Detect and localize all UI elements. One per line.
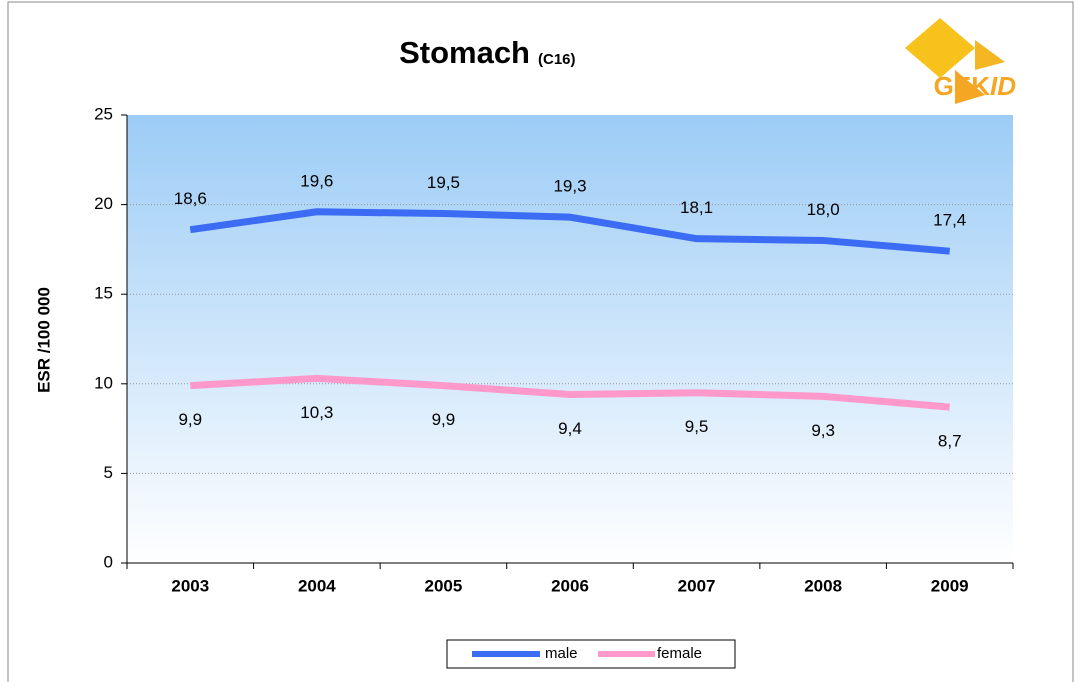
y-tick-label: 25 bbox=[94, 104, 113, 123]
chart-subtitle: (C16) bbox=[538, 51, 576, 68]
y-tick-label: 5 bbox=[104, 463, 113, 482]
x-tick-label: 2009 bbox=[931, 576, 969, 595]
data-label: 19,5 bbox=[427, 173, 460, 192]
logo-shape bbox=[955, 70, 985, 104]
x-tick-label: 2003 bbox=[171, 576, 209, 595]
x-tick-label: 2005 bbox=[425, 576, 463, 595]
data-label: 18,0 bbox=[807, 200, 840, 219]
data-label: 18,1 bbox=[680, 198, 713, 217]
series-line bbox=[190, 374, 951, 411]
legend-label: female bbox=[657, 645, 702, 662]
logo-text: GEK bbox=[934, 71, 991, 101]
logo-shape bbox=[905, 18, 975, 78]
plot-area bbox=[127, 115, 1013, 563]
x-tick-label: 2006 bbox=[551, 576, 589, 595]
x-tick-label: 2008 bbox=[804, 576, 842, 595]
data-label: 9,5 bbox=[685, 417, 709, 436]
chart-title: Stomach bbox=[399, 35, 530, 70]
data-label: 8,7 bbox=[938, 432, 962, 451]
y-axis-label: ESR /100 000 bbox=[34, 287, 53, 393]
data-label: 9,9 bbox=[432, 410, 456, 429]
logo-text: ID bbox=[990, 71, 1016, 101]
data-label: 19,6 bbox=[300, 171, 333, 190]
logo-shape bbox=[975, 40, 1005, 70]
data-label: 9,3 bbox=[811, 421, 835, 440]
data-label: 10,3 bbox=[300, 403, 333, 422]
data-label: 9,4 bbox=[558, 419, 582, 438]
data-label: 18,6 bbox=[174, 189, 207, 208]
logo: GEK ID bbox=[905, 18, 1016, 104]
y-tick-label: 20 bbox=[94, 194, 113, 213]
data-label: 9,9 bbox=[178, 410, 202, 429]
data-label: 19,3 bbox=[553, 177, 586, 196]
y-tick-label: 10 bbox=[94, 373, 113, 392]
y-tick-label: 0 bbox=[104, 552, 113, 571]
x-tick-label: 2004 bbox=[298, 576, 336, 595]
series-line bbox=[189, 208, 951, 255]
y-tick-label: 15 bbox=[94, 284, 113, 303]
x-tick-label: 2007 bbox=[678, 576, 716, 595]
legend-label: male bbox=[545, 645, 578, 662]
data-label: 17,4 bbox=[933, 211, 966, 230]
